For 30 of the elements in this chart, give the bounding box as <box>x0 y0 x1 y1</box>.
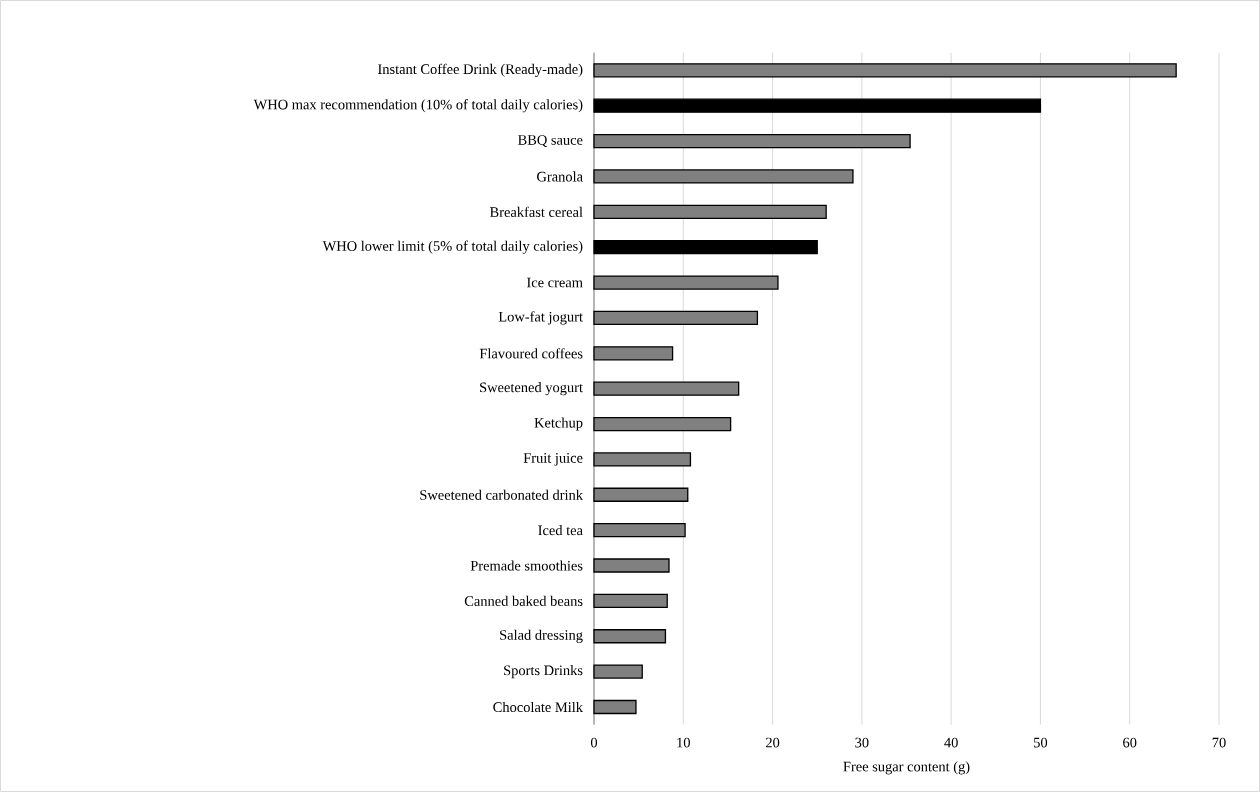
x-tick-label: 30 <box>855 737 869 748</box>
x-tick-label: 40 <box>944 737 958 748</box>
x-tick-label: 10 <box>677 737 690 748</box>
x-tick-label: 50 <box>1034 737 1048 748</box>
y-tick-label: Granola <box>537 171 583 182</box>
bar <box>593 98 1042 113</box>
y-tick-label: Sweetened yogurt <box>480 382 583 396</box>
x-tick-label: 20 <box>766 737 780 748</box>
x-tick-label: 70 <box>1212 737 1226 748</box>
x-axis-title: Free sugar content (g) <box>843 761 970 775</box>
y-tick-label: Fruit juice <box>523 453 583 466</box>
y-tick-label: Flavoured coffees <box>479 348 583 359</box>
y-tick-label: Ice cream <box>526 277 583 288</box>
y-tick-label: Instant Coffee Drink (Ready-made) <box>378 63 583 77</box>
y-tick-label: WHO lower limit (5% of total daily calories) <box>322 240 583 254</box>
y-tick-label: Canned baked beans <box>464 595 583 606</box>
y-tick-label: Premade smoothies <box>470 560 583 571</box>
y-tick-label: Chocolate Milk <box>493 701 583 713</box>
x-tick-label: 60 <box>1123 737 1137 748</box>
bar <box>593 240 818 255</box>
y-tick-label: Breakfast cereal <box>489 206 583 217</box>
y-tick-label: Sports Drinks <box>504 665 583 679</box>
y-tick-label: Low-fat jogurt <box>498 311 583 325</box>
y-tick-label: Ketchup <box>534 417 583 431</box>
y-tick-label: BBQ sauce <box>518 135 583 148</box>
y-tick-label: Sweetened carbonated drink <box>420 489 584 500</box>
y-tick-label: Salad dressing <box>500 629 583 643</box>
y-tick-label: WHO max recommendation (10% of total daily calories) <box>253 99 583 113</box>
y-tick-label: Iced tea <box>538 525 583 536</box>
x-tick-label: 0 <box>590 737 598 748</box>
